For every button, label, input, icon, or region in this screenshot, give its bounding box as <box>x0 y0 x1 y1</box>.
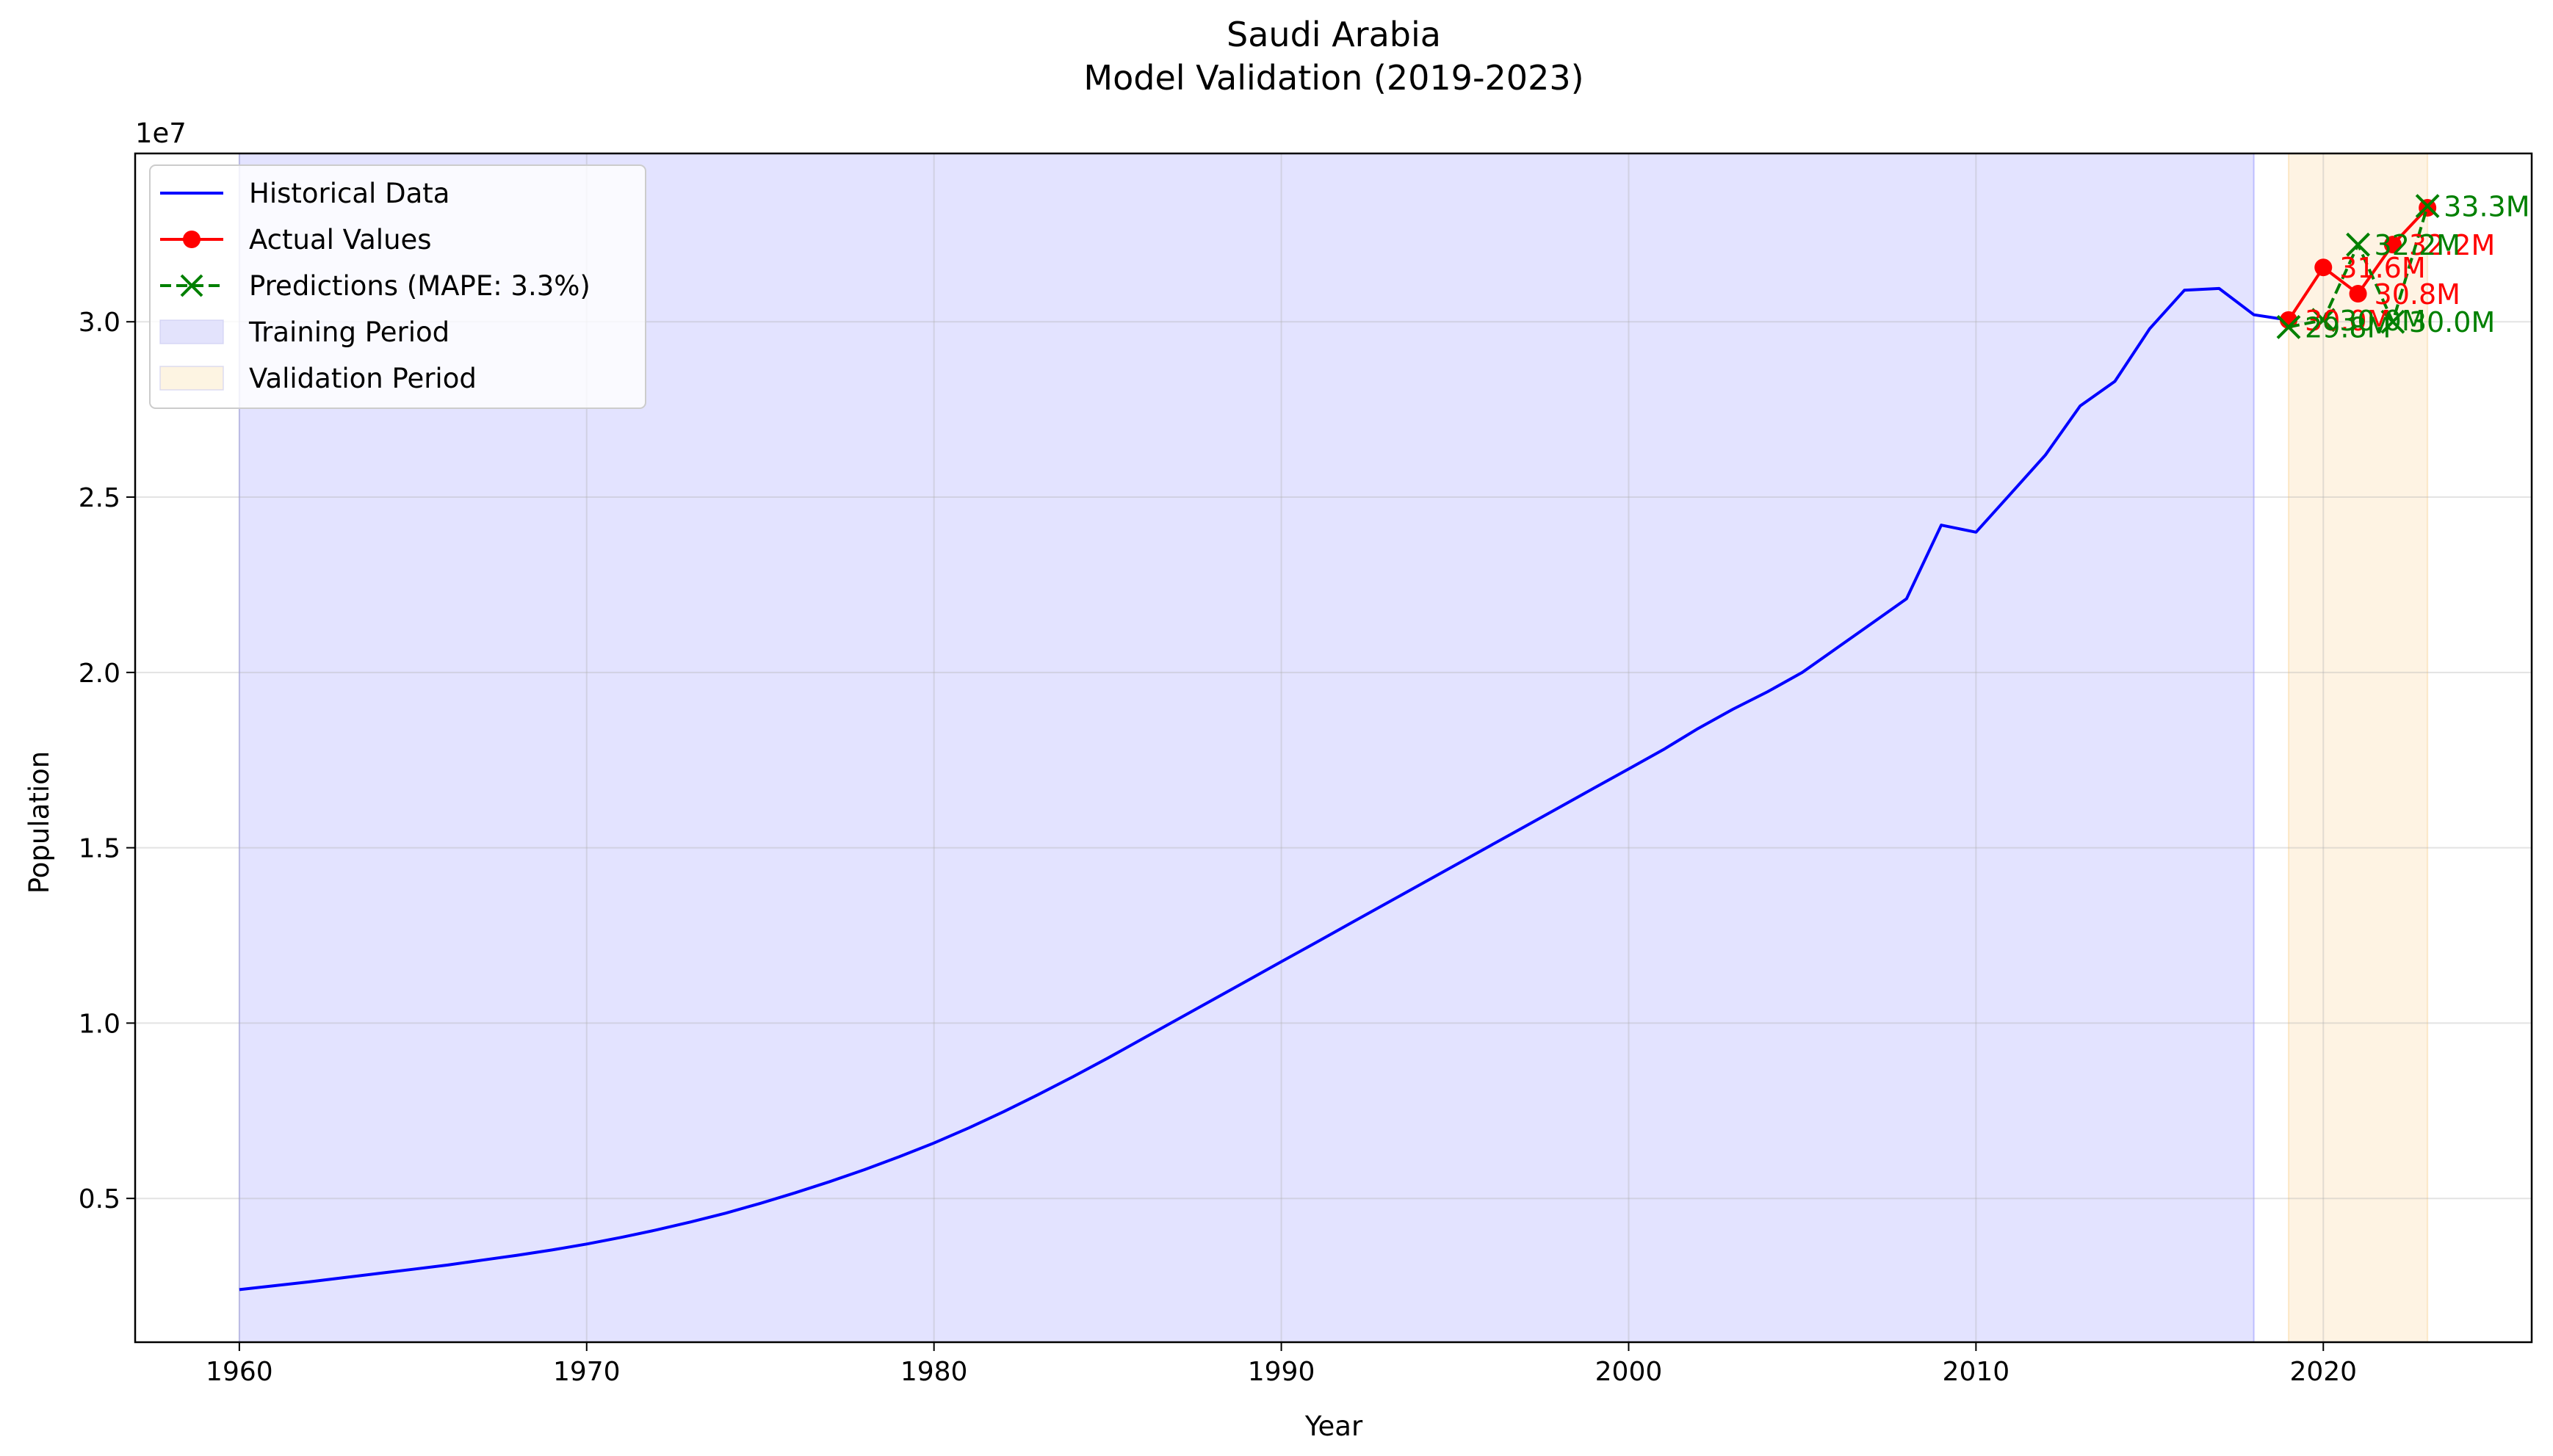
data-label: 31.6M <box>2339 252 2425 284</box>
legend-marker <box>180 274 203 297</box>
x-tick-label: 1980 <box>900 1357 968 1387</box>
data-label: 30.8M <box>2375 278 2460 311</box>
chart-title: Saudi Arabia <box>1227 15 1441 54</box>
x-tick-label: 2020 <box>2289 1357 2357 1387</box>
prediction-point <box>2346 232 2370 257</box>
prediction-point <box>2380 309 2405 334</box>
data-label: 30.0M <box>2409 306 2495 338</box>
legend-label: Training Period <box>248 316 449 348</box>
y-tick-label: 3.0 <box>79 308 120 338</box>
y-tick-label: 1.0 <box>79 1009 120 1039</box>
data-label: 33.3M <box>2444 191 2529 223</box>
actual-point <box>2349 285 2367 303</box>
data-label: 29.8M <box>2305 311 2391 344</box>
legend-swatch <box>159 319 224 344</box>
series-line-historical-data <box>239 286 2289 1292</box>
chart-subtitle: Model Validation (2019-2023) <box>1083 58 1584 98</box>
data-label: 32.2M <box>2375 229 2460 261</box>
actual-point <box>2314 258 2333 277</box>
x-tick-label: 1960 <box>206 1357 273 1387</box>
y-offset-label: 1e7 <box>135 117 187 149</box>
legend: Historical Data Actual Values Predictions … <box>149 164 646 409</box>
prediction-point <box>2276 314 2301 339</box>
legend-label: Predictions (MAPE: 3.3%) <box>249 270 591 302</box>
y-tick-label: 2.0 <box>79 659 120 689</box>
legend-label: Actual Values <box>249 224 432 256</box>
span-validation-period <box>2288 153 2428 1342</box>
data-label: 32.2M <box>2409 229 2495 261</box>
data-label: 30.0M <box>2305 305 2391 337</box>
data-label: 30.0M <box>2339 305 2425 337</box>
legend-marker <box>183 231 201 248</box>
y-axis-label: Population <box>24 751 55 894</box>
y-tick-label: 2.5 <box>79 483 120 513</box>
legend-label: Validation Period <box>249 363 477 394</box>
x-tick-label: 2010 <box>1943 1357 2010 1387</box>
x-tick-label: 2000 <box>1595 1357 1663 1387</box>
y-tick-label: 0.5 <box>79 1184 120 1214</box>
y-tick-label: 1.5 <box>79 834 120 864</box>
actual-point <box>2383 236 2402 254</box>
prediction-point <box>2311 308 2336 333</box>
legend-box <box>149 164 646 409</box>
legend-swatch <box>159 366 224 391</box>
prediction-point <box>2415 194 2440 219</box>
plot-frame <box>134 152 2533 1344</box>
x-tick-label: 1970 <box>553 1357 621 1387</box>
x-axis-label: Year <box>1304 1410 1363 1442</box>
legend-label: Historical Data <box>249 178 449 209</box>
x-tick-label: 1990 <box>1248 1357 1315 1387</box>
